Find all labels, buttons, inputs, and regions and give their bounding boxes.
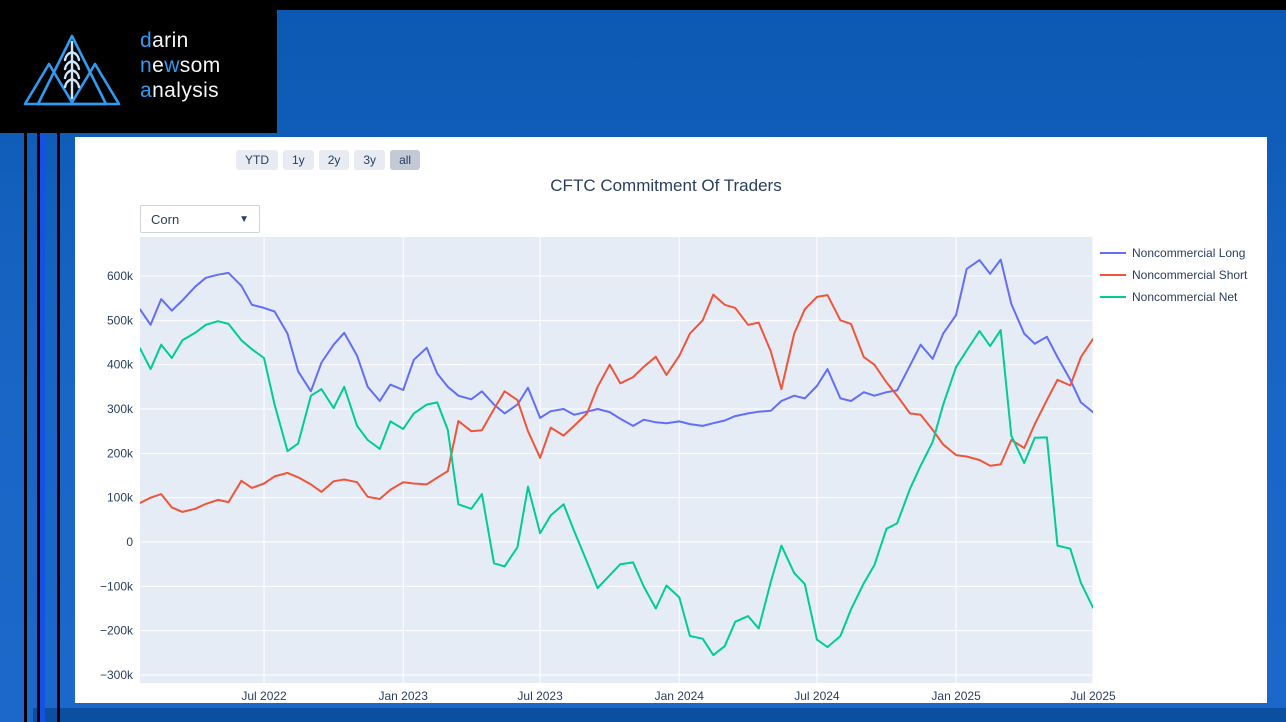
x-tick-label: Jan 2025: [931, 689, 981, 703]
brand-logo: darin newsom analysis: [0, 0, 277, 133]
logo-mountains-icon: [22, 20, 122, 117]
line-noncommercial-long: [140, 258, 1093, 427]
x-tick-label: Jul 2023: [517, 689, 563, 703]
y-tick-label: 100k: [107, 491, 134, 505]
y-tick-label: −300k: [100, 668, 134, 682]
range-selector: YTD 1y 2y 3y all: [236, 150, 421, 170]
bottom-accent-strip: [33, 708, 1286, 722]
left-accent-stripe: [24, 133, 27, 722]
y-tick-label: 400k: [107, 358, 134, 372]
left-accent-stripe: [57, 133, 60, 722]
range-button-all[interactable]: all: [390, 150, 421, 170]
y-tick-label: 600k: [107, 269, 134, 283]
plot-area[interactable]: [140, 237, 1093, 683]
legend-item-noncommercial-short[interactable]: Noncommercial Short: [1100, 268, 1248, 282]
y-tick-label: 200k: [107, 446, 134, 460]
left-accent-stripe: [37, 133, 40, 722]
y-tick-label: 0: [126, 535, 133, 549]
chart-title: CFTC Commitment Of Traders: [550, 176, 782, 195]
legend-item-noncommercial-long[interactable]: Noncommercial Long: [1100, 246, 1245, 260]
line-noncommercial-net: [140, 320, 1093, 657]
commodity-dropdown[interactable]: Corn ▼: [140, 205, 260, 233]
legend-label: Noncommercial Long: [1132, 246, 1245, 260]
y-tick-label: −200k: [100, 624, 134, 638]
range-button-2y[interactable]: 2y: [318, 150, 350, 170]
dashboard-card: YTD 1y 2y 3y all CFTC Commitment Of Traders …: [75, 137, 1267, 703]
chevron-down-icon: ▼: [239, 213, 249, 225]
range-button-3y[interactable]: 3y: [354, 150, 386, 170]
left-accent-stripe-bright: [40, 133, 45, 722]
x-tick-label: Jul 2024: [794, 689, 840, 703]
x-tick-label: Jul 2022: [241, 689, 287, 703]
commodity-dropdown-value: Corn: [151, 211, 180, 227]
y-tick-label: 500k: [107, 313, 134, 327]
legend-item-noncommercial-net[interactable]: Noncommercial Net: [1100, 290, 1238, 304]
wheat-icon: [63, 40, 81, 100]
y-tick-label: −100k: [100, 579, 134, 593]
x-tick-label: Jan 2024: [655, 689, 705, 703]
range-button-YTD[interactable]: YTD: [236, 150, 278, 170]
cot-chart: 600k 500k 400k 300k 200k 100k 0 −100k −200k −300k…: [100, 237, 1248, 703]
brand-wordmark: darin newsom analysis: [140, 28, 221, 103]
brand-line-2: analysis: [140, 79, 220, 102]
x-tick-label: Jul 2025: [1070, 689, 1116, 703]
legend-label: Noncommercial Short: [1132, 268, 1248, 282]
legend-label: Noncommercial Net: [1132, 290, 1238, 304]
x-tick-label: Jan 2023: [379, 689, 429, 703]
y-tick-label: 300k: [107, 402, 134, 416]
brand-line-1: newsom: [140, 54, 221, 77]
range-button-1y[interactable]: 1y: [283, 150, 314, 170]
brand-line-0: darin: [140, 29, 189, 52]
